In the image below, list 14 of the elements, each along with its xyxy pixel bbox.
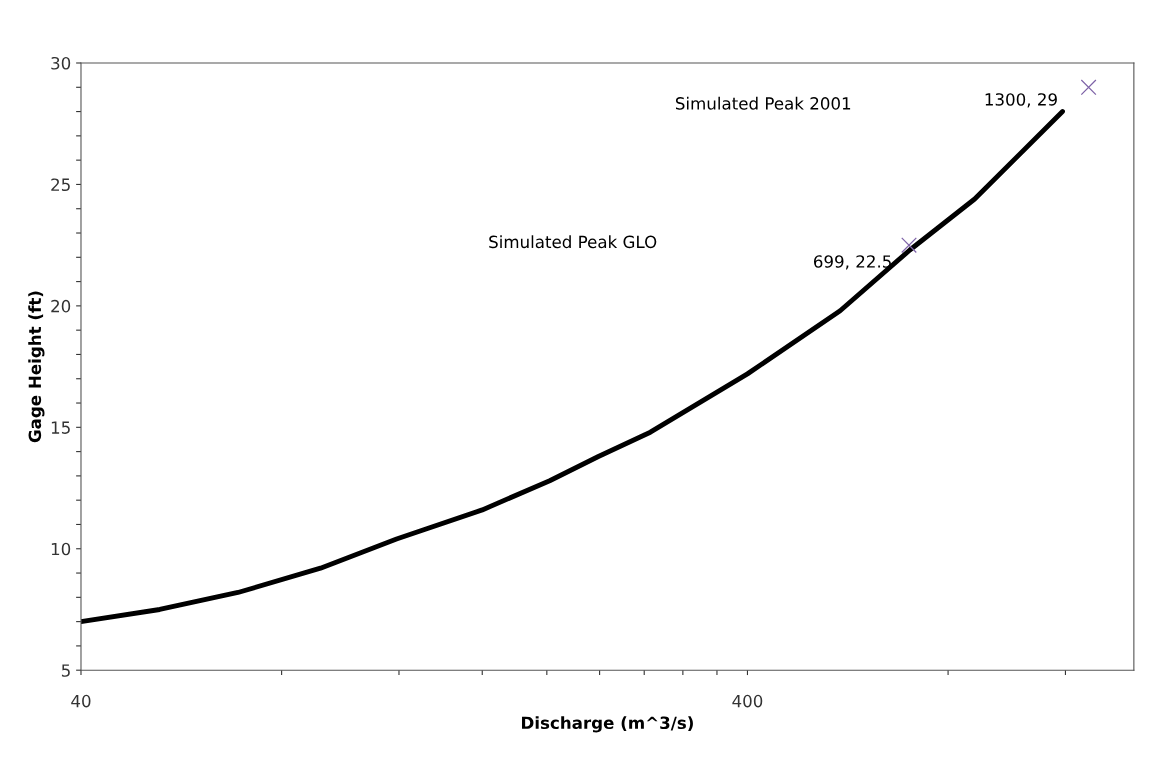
y-tick-label: 30 <box>51 56 71 70</box>
x-tick-label: 400 <box>732 694 763 708</box>
y-tick-label: 25 <box>51 178 70 192</box>
annotation: Simulated Peak GLO <box>489 235 657 249</box>
y-tick-label: 15 <box>51 421 70 434</box>
data-label: 1300, 29 <box>985 93 1057 108</box>
y-axis-title: Gage Height (ft) <box>28 291 45 443</box>
x-axis-title: Discharge (m^3/s) <box>522 716 693 733</box>
annotation: Simulated Peak 2001 <box>675 96 851 110</box>
y-tick-label: 10 <box>51 542 71 556</box>
y-tick-label: 5 <box>61 664 70 677</box>
y-tick-label: 20 <box>51 299 71 313</box>
data-label: 699, 22.5 <box>814 255 891 270</box>
x-tick-label: 40 <box>71 694 91 708</box>
